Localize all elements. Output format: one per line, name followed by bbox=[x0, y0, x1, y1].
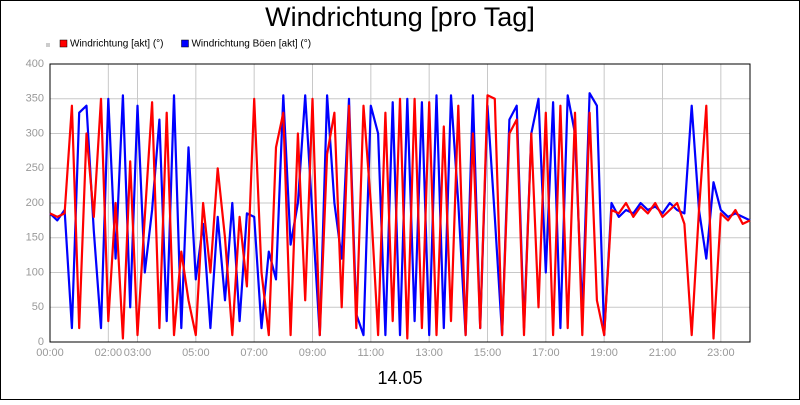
y-tick-label: 200 bbox=[26, 197, 44, 209]
x-tick-label: 00:00 bbox=[36, 347, 64, 359]
x-tick-label: 21:00 bbox=[649, 347, 677, 359]
x-tick-label: 05:00 bbox=[182, 347, 210, 359]
series-line bbox=[49, 92, 751, 337]
x-tick-label: 17:00 bbox=[532, 347, 560, 359]
plot-border bbox=[49, 63, 751, 343]
legend-swatch bbox=[181, 39, 189, 48]
x-tick-label: 15:00 bbox=[474, 347, 502, 359]
y-tick-label: 0 bbox=[38, 336, 44, 348]
x-tick-label: 11:00 bbox=[357, 347, 384, 359]
y-tick-label: 400 bbox=[26, 58, 44, 70]
x-tick-label: 09:00 bbox=[299, 347, 327, 359]
x-tick-label: 07:00 bbox=[240, 347, 268, 359]
x-axis-label: 14.05 bbox=[377, 368, 422, 388]
legend-label: Windrichtung [akt] (°) bbox=[70, 39, 163, 50]
x-tick-label: 19:00 bbox=[590, 347, 618, 359]
legend-dot bbox=[46, 43, 50, 47]
legend-swatch bbox=[59, 39, 68, 48]
x-tick-label: 13:00 bbox=[415, 347, 443, 359]
y-tick-label: 50 bbox=[32, 301, 44, 313]
x-tick-label: 23:00 bbox=[707, 347, 735, 359]
y-tick-label: 300 bbox=[26, 127, 44, 139]
legend-label: Windrichtung Böen [akt] (°) bbox=[191, 39, 311, 50]
y-tick-label: 100 bbox=[26, 266, 44, 278]
x-tick-label: 02:00 bbox=[95, 347, 123, 359]
y-tick-label: 350 bbox=[26, 93, 44, 105]
series-line bbox=[49, 94, 751, 340]
y-tick-label: 250 bbox=[26, 162, 44, 174]
y-tick-label: 150 bbox=[26, 232, 44, 244]
x-tick-label: 03:00 bbox=[124, 347, 152, 359]
chart-title: Windrichtung [pro Tag] bbox=[265, 2, 535, 32]
